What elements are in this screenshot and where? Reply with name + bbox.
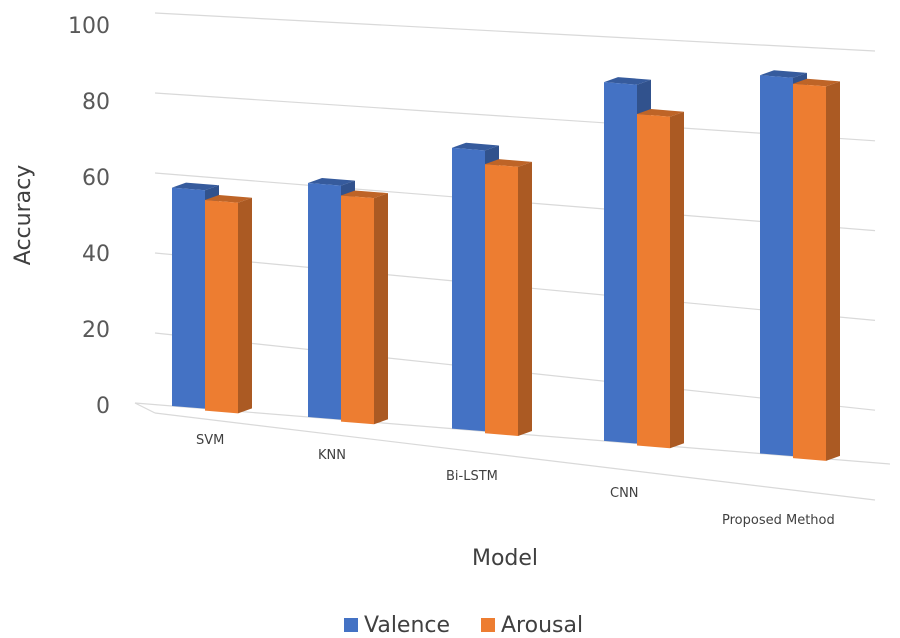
bar-side-face [518,161,532,436]
gridline [154,92,876,142]
legend: Valence Arousal [344,613,583,638]
floor-side-edge [134,402,156,414]
y-tick-label: 100 [68,14,110,39]
bar-front-face [308,182,341,420]
bar-arousal-knn [341,190,388,425]
x-tick-label: Proposed Method [722,513,835,528]
gridline [154,12,876,52]
bar-front-face [205,200,238,414]
bar-side-face [826,81,840,461]
legend-label-valence: Valence [364,613,450,638]
x-tick-label: Bi-LSTM [446,469,498,484]
x-tick-label: CNN [610,486,639,501]
x-axis-tick-labels: SVM KNN Bi-LSTM CNN Proposed Method [196,433,835,528]
bar-front-face [172,187,205,409]
gridline [154,412,876,501]
bar-top-face [452,142,499,151]
bar-side-face [238,197,252,414]
bar-front-face [485,164,518,436]
y-tick-label: 40 [82,242,110,267]
bar-top-face [760,70,807,78]
bar-top-face [793,78,840,87]
bar-front-face [793,83,826,461]
bars [172,70,840,461]
bar-arousal-svm [205,195,252,414]
x-axis-title: Model [472,546,538,571]
y-tick-label: 80 [82,90,110,115]
y-tick-label: 20 [82,318,110,343]
y-tick-label: 60 [82,166,110,191]
bar-top-face [205,195,252,203]
bar-top-face [341,190,388,199]
bar-front-face [341,195,374,425]
bar-side-face [670,111,684,449]
bar-arousal-bi-lstm [485,159,532,436]
legend-swatch-arousal [481,618,495,632]
bar-arousal-cnn [637,109,684,449]
legend-label-arousal: Arousal [501,613,583,638]
bar-front-face [604,82,637,444]
y-axis-title: Accuracy [11,165,36,265]
y-tick-label: 0 [96,394,110,419]
bar-side-face [374,193,388,425]
bar-top-face [604,77,651,85]
bar-front-face [637,114,670,449]
y-axis-ticks: 0 20 40 60 80 100 [68,14,110,419]
bar-top-face [308,177,355,186]
bar-front-face [760,75,793,457]
bar-top-face [485,159,532,167]
bar-front-face [452,147,485,432]
bar-top-face [637,109,684,117]
bar-top-face [172,182,219,191]
legend-swatch-valence [344,618,358,632]
x-tick-label: SVM [196,433,224,448]
x-tick-label: KNN [318,448,346,463]
bar-arousal-proposed-method [793,78,840,461]
